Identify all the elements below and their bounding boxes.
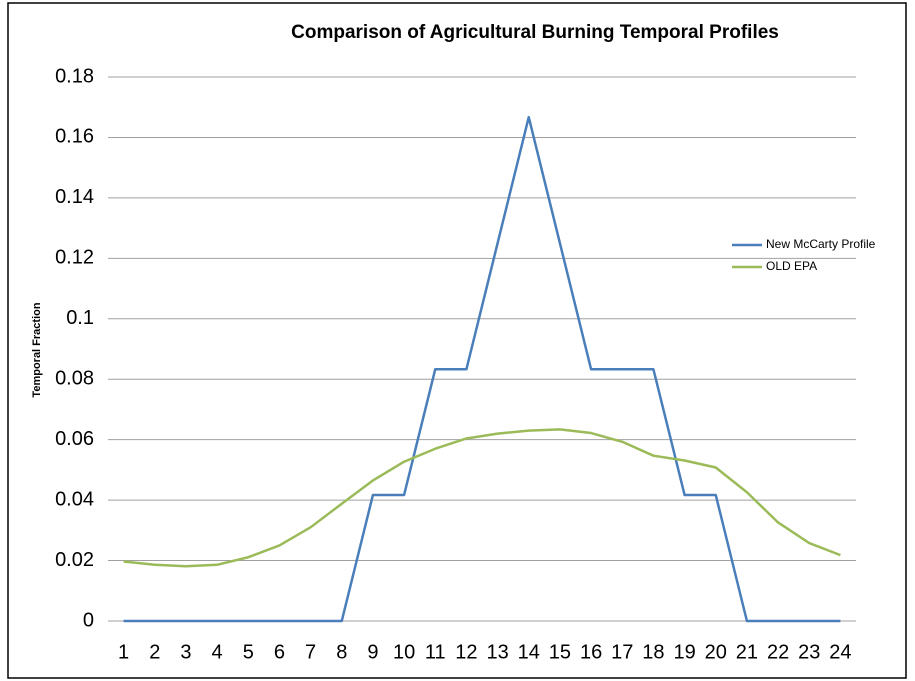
x-tick-label: 6 [274, 641, 285, 663]
series-line [123, 428, 841, 568]
x-tick-label: 15 [549, 641, 571, 663]
x-tick-label: 4 [212, 641, 223, 663]
x-tick-label: 16 [580, 641, 602, 663]
x-tick-label: 10 [393, 641, 415, 663]
x-tick-label: 22 [767, 641, 789, 663]
x-tick-label: 1 [118, 641, 129, 663]
chart-border [7, 2, 907, 679]
y-axis-label: Temporal Fraction [31, 302, 43, 397]
x-tick-label: 21 [736, 641, 758, 663]
y-tick-label: 0.02 [55, 549, 94, 571]
x-tick-label: 18 [642, 641, 664, 663]
legend-label: OLD EPA [766, 259, 817, 273]
x-tick-label: 5 [243, 641, 254, 663]
x-tick-label: 14 [518, 641, 540, 663]
chart-title: Comparison of Agricultural Burning Tempo… [291, 22, 779, 43]
x-tick-label: 3 [180, 641, 191, 663]
x-tick-label: 7 [305, 641, 316, 663]
y-tick-label: 0.18 [55, 65, 94, 87]
x-tick-label: 8 [336, 641, 347, 663]
y-tick-label: 0 [83, 609, 94, 631]
x-tick-label: 11 [425, 641, 446, 663]
y-tick-label: 0.14 [55, 186, 94, 208]
x-tick-label: 2 [149, 641, 160, 663]
x-tick-label: 17 [611, 641, 633, 663]
y-tick-label: 0.08 [55, 368, 94, 390]
legend-label: New McCarty Profile [766, 237, 876, 251]
x-tick-label: 19 [673, 641, 695, 663]
y-tick-label: 0.12 [55, 247, 94, 269]
x-tick-label: 20 [705, 641, 727, 663]
x-tick-label: 9 [367, 641, 378, 663]
x-tick-label: 12 [455, 641, 477, 663]
y-tick-label: 0.04 [55, 488, 94, 510]
x-tick-label: 13 [486, 641, 508, 663]
y-tick-label: 0.06 [55, 428, 94, 450]
x-tick-label: 23 [798, 641, 820, 663]
y-tick-label: 0.16 [55, 126, 94, 148]
x-tick-label: 24 [829, 641, 851, 663]
y-tick-label: 0.1 [66, 307, 94, 329]
series-line [123, 115, 841, 623]
